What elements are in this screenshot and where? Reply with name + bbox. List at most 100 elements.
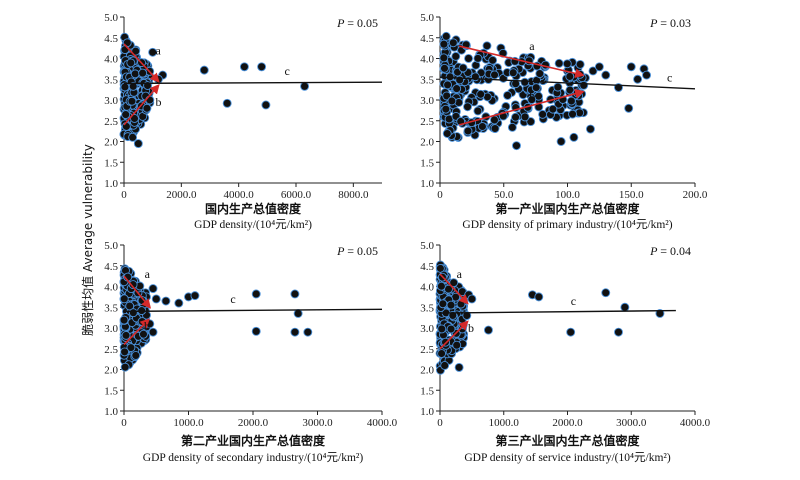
data-point — [126, 343, 136, 353]
data-point — [490, 70, 499, 80]
x-tick-label: 1000.0 — [173, 417, 204, 429]
y-tick-label: 3.5 — [420, 74, 434, 86]
data-point — [566, 96, 576, 106]
data-point — [554, 58, 564, 68]
y-tick-label: 5.0 — [104, 240, 118, 252]
data-point — [120, 347, 130, 357]
y-tick-label: 4.5 — [104, 261, 118, 273]
trend-line-c — [123, 308, 383, 313]
data-point — [119, 315, 129, 325]
x-tick-label: 0 — [121, 417, 127, 429]
x-tick-label: 0 — [121, 189, 127, 201]
data-point — [119, 294, 129, 304]
arrow-a — [123, 275, 152, 309]
trend-line-c — [439, 76, 696, 90]
data-point — [534, 292, 544, 302]
x-tick-label: 6000.0 — [281, 189, 312, 201]
data-point — [447, 96, 457, 106]
data-point — [451, 51, 461, 61]
y-tick-label: 4.5 — [420, 261, 434, 273]
data-point — [121, 121, 131, 131]
x-label-en: GDP density/(10⁴元/km²) — [194, 219, 312, 231]
data-point — [454, 362, 464, 372]
data-point — [565, 72, 575, 81]
data-point — [531, 83, 541, 93]
data-point — [467, 294, 477, 304]
data-point — [439, 39, 449, 49]
p-symbol: P — [336, 244, 347, 258]
data-point — [128, 308, 138, 318]
x-tick-label: 4000.0 — [224, 189, 255, 201]
y-tick-label: 1.0 — [104, 406, 118, 418]
y-tick-label: 5.0 — [420, 240, 434, 252]
data-point — [569, 132, 579, 142]
x-tick-label: 8000.0 — [338, 189, 369, 201]
p-value: P = 0.05 — [336, 244, 378, 258]
data-point — [490, 124, 500, 133]
data-point — [121, 330, 131, 340]
x-tick-label: 150.0 — [619, 189, 644, 201]
panel-p3: 1.0 1.5 2.0 2.5 3.0 3.5 4.0 4.5 5.0 0 1000.0 2000.0… — [104, 240, 397, 464]
data-point — [145, 95, 155, 105]
x-tick-label: 2000.0 — [552, 417, 583, 429]
data-point — [303, 327, 313, 337]
x-label-en: GDP density of primary industry/(10⁴元/km… — [462, 219, 672, 231]
data-point — [463, 102, 472, 112]
y-tick-label: 2.0 — [420, 137, 434, 149]
data-point — [548, 104, 558, 114]
data-point — [130, 69, 140, 79]
data-point — [588, 66, 598, 76]
data-point — [441, 31, 451, 41]
data-point — [138, 68, 148, 78]
data-point — [449, 278, 459, 288]
p-symbol: P — [649, 16, 660, 30]
data-point — [131, 350, 141, 360]
data-point — [452, 340, 462, 350]
data-point — [142, 103, 152, 113]
y-tick-label: 5.0 — [420, 12, 434, 24]
y-tick-label: 2.5 — [420, 344, 434, 356]
p-number: = 0.04 — [660, 244, 691, 258]
label-a: a — [156, 43, 162, 57]
trend-line-c — [439, 309, 676, 314]
y-tick-label: 1.5 — [420, 385, 434, 397]
p-number: = 0.05 — [347, 16, 378, 30]
trend-line-c — [123, 81, 383, 85]
data-point — [562, 59, 572, 69]
markers — [435, 260, 665, 375]
data-point — [538, 109, 548, 119]
p-value: P = 0.03 — [649, 16, 691, 30]
data-point — [473, 53, 483, 63]
data-point — [508, 68, 518, 78]
arrow-a — [458, 45, 585, 79]
label-c: c — [571, 294, 576, 308]
data-point — [290, 327, 300, 337]
data-point — [199, 65, 209, 75]
x-label-cn: 第一产业国内生产总值密度 — [495, 201, 640, 216]
y-tick-label: 1.5 — [104, 157, 118, 169]
y-tick-label: 1.0 — [420, 178, 434, 190]
data-point — [568, 109, 577, 119]
data-point — [437, 324, 447, 334]
x-label-en: GDP density of secondary industry/(10⁴元/… — [143, 452, 364, 464]
x-tick-label: 2000.0 — [238, 417, 269, 429]
data-point — [300, 81, 310, 91]
arrow-b — [123, 84, 160, 126]
x-tick-label: 4000.0 — [367, 417, 398, 429]
panel-p4: 1.0 1.5 2.0 2.5 3.0 3.5 4.0 4.5 5.0 0 1000.0 2000.0… — [420, 240, 710, 464]
data-point — [482, 41, 492, 51]
data-point — [520, 77, 530, 87]
data-point — [148, 47, 158, 57]
y-tick-label: 2.0 — [420, 365, 434, 377]
x-tick-label: 0 — [437, 417, 443, 429]
x-tick-label: 4000.0 — [680, 417, 711, 429]
p-value: P = 0.04 — [649, 244, 691, 258]
label-c: c — [667, 70, 672, 84]
data-point — [620, 302, 630, 312]
y-tick-label: 3.5 — [420, 302, 434, 314]
y-tick-label: 3.5 — [104, 302, 118, 314]
y-tick-label: 4.5 — [104, 33, 118, 45]
data-point — [446, 300, 456, 310]
data-point — [575, 59, 585, 69]
